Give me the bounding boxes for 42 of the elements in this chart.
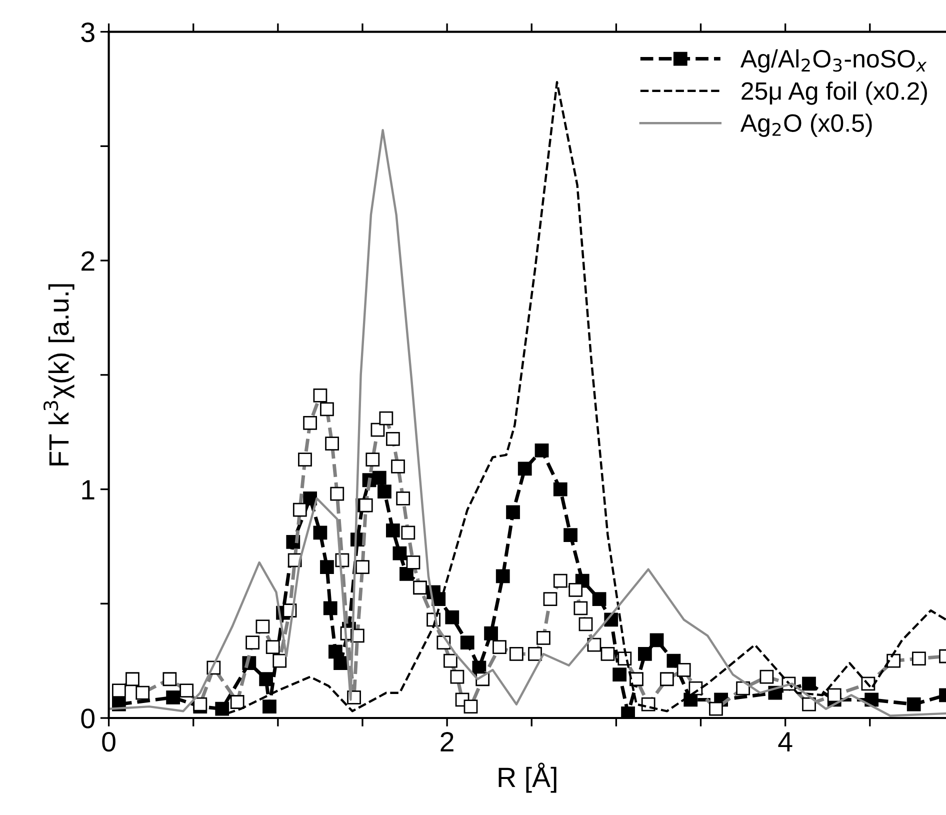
x-tick-label: 0 — [102, 732, 116, 752]
point — [323, 601, 338, 616]
point — [484, 626, 498, 640]
point — [215, 702, 230, 716]
point — [313, 526, 328, 540]
point — [564, 528, 578, 542]
point — [460, 636, 474, 650]
x-tick-label: 2 — [440, 732, 454, 752]
y-tick-label: 1 — [82, 480, 94, 500]
legend-label: Ag/Al$_{2}$O$_{3}$-noSO$_{x}$ — [740, 49, 927, 73]
point — [445, 610, 460, 624]
y-tick-label: 2 — [82, 251, 94, 271]
point — [506, 505, 520, 520]
x-axis-title: R [Å] — [498, 762, 556, 793]
x-tick-label: 4 — [778, 732, 792, 752]
point — [650, 633, 664, 648]
y-tick-label: 0 — [81, 708, 95, 728]
point — [518, 462, 532, 476]
point — [320, 560, 334, 574]
point — [621, 706, 635, 718]
point — [592, 592, 606, 606]
point — [612, 668, 627, 682]
point — [496, 569, 510, 584]
y-axis-title: FT k$^{3}$χ(k) [a.u.] — [43, 284, 74, 466]
y-tick-label: 3 — [81, 22, 94, 42]
point — [802, 676, 816, 691]
point — [372, 470, 386, 485]
point — [392, 546, 407, 560]
point — [906, 697, 921, 712]
point — [378, 484, 392, 499]
point — [400, 566, 414, 581]
point — [166, 690, 180, 704]
point — [553, 482, 568, 496]
legend-label: 25μ Ag foil (x0.2) — [742, 82, 927, 105]
point — [262, 700, 276, 714]
point — [666, 654, 681, 668]
point — [334, 656, 348, 670]
point — [534, 443, 549, 458]
point — [259, 672, 274, 686]
legend-label: Ag$_{2}$O (x0.5) — [740, 114, 872, 137]
point — [638, 647, 652, 661]
point — [386, 524, 400, 538]
